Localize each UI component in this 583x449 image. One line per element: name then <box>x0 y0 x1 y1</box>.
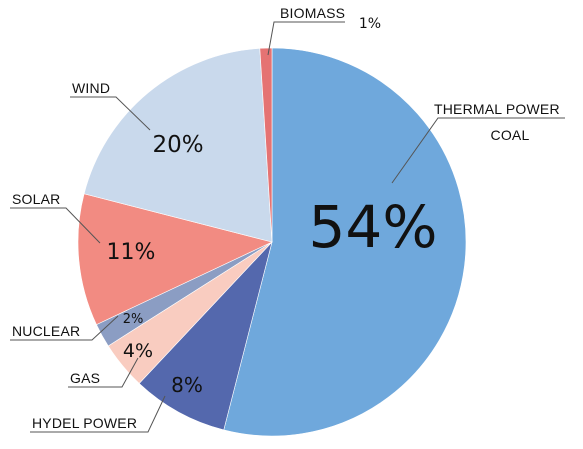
category-label-gas: GAS <box>70 370 100 386</box>
pct-label-wind: 20% <box>152 132 203 158</box>
pie-slice-hydel-power <box>138 241 273 431</box>
category-sublabel-coal: COAL <box>491 127 530 143</box>
category-label-hydel: HYDEL POWER <box>32 415 137 431</box>
pie-slice-biomass <box>259 47 273 243</box>
slices-layer <box>77 47 467 437</box>
leader-gas <box>68 357 139 388</box>
pct-label-nuclear: 2% <box>123 312 144 327</box>
leader-hydel <box>30 395 166 433</box>
category-label-thermal: THERMAL POWER <box>434 101 560 117</box>
pct-label-hydel: 8% <box>171 373 203 397</box>
category-label-solar: SOLAR <box>12 191 60 207</box>
leader-wind <box>70 96 151 131</box>
category-label-wind: WIND <box>72 80 110 96</box>
leader-solar <box>10 207 101 244</box>
leader-thermal <box>391 117 565 184</box>
pct-label-biomass: 1% <box>359 16 381 32</box>
pct-label-gas: 4% <box>123 340 153 362</box>
pie-slice-wind <box>83 48 273 243</box>
leader-biomass <box>267 21 345 56</box>
pct-label-thermal: 54% <box>309 193 438 261</box>
pct-label-solar: 11% <box>107 240 156 265</box>
pie-slice-thermal-power <box>223 47 467 437</box>
leader-lines <box>10 21 565 433</box>
category-label-biomass: BIOMASS <box>280 5 345 21</box>
category-label-nuclear: NUCLEAR <box>12 323 80 339</box>
leader-nuclear <box>10 315 119 341</box>
pie-slice-solar <box>77 193 273 325</box>
